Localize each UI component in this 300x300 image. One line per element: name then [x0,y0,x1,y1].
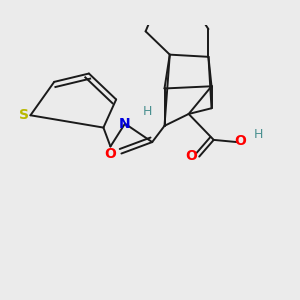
Text: H: H [143,105,152,118]
Text: O: O [185,149,197,163]
Text: H: H [254,128,263,141]
Text: O: O [235,134,247,148]
Text: O: O [104,146,116,161]
Text: S: S [19,108,29,122]
Text: N: N [119,117,131,130]
